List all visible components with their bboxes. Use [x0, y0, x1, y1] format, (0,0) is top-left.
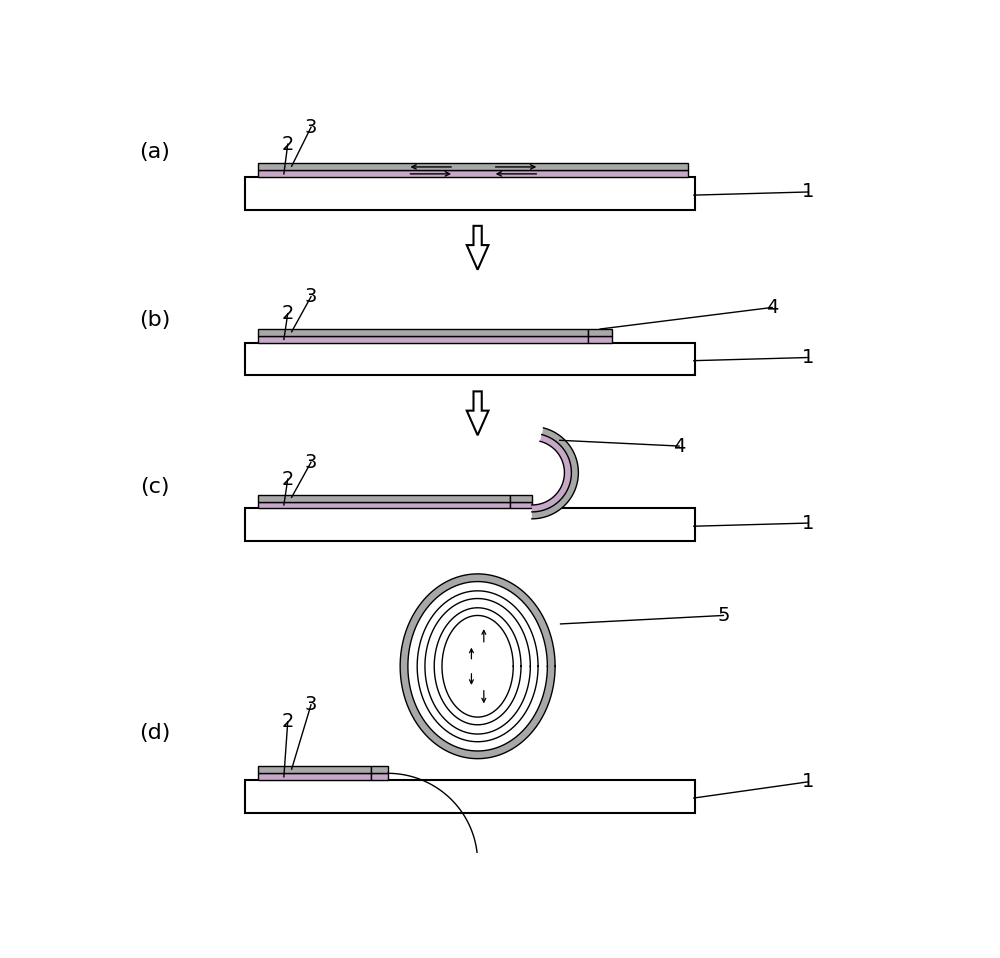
Polygon shape [408, 582, 547, 751]
Polygon shape [417, 591, 538, 741]
Text: 3: 3 [305, 453, 317, 471]
Bar [510, 494, 532, 501]
Bar [245, 177, 695, 210]
Polygon shape [425, 599, 530, 734]
Bar [371, 773, 388, 780]
Text: 5: 5 [717, 606, 730, 625]
Text: 1: 1 [802, 182, 815, 201]
Text: 4: 4 [673, 437, 685, 456]
Bar [258, 773, 371, 780]
Text: 4: 4 [766, 298, 778, 317]
Text: (c): (c) [140, 477, 169, 497]
Text: (a): (a) [139, 142, 170, 162]
Text: 3: 3 [305, 287, 317, 307]
Bar [258, 766, 371, 773]
Bar [258, 494, 510, 501]
Text: 3: 3 [305, 118, 317, 137]
Text: 2: 2 [282, 712, 294, 731]
Text: 2: 2 [282, 135, 294, 153]
Polygon shape [532, 428, 578, 519]
Text: 1: 1 [802, 513, 815, 533]
Bar [588, 336, 612, 343]
Bar [510, 501, 532, 509]
Bar [245, 780, 695, 812]
Bar [371, 766, 388, 773]
Polygon shape [434, 607, 521, 725]
Text: 2: 2 [282, 304, 294, 323]
Bar [588, 329, 612, 336]
Bar [245, 509, 695, 540]
Text: (d): (d) [139, 723, 170, 743]
Text: 1: 1 [802, 348, 815, 367]
Bar [258, 501, 510, 509]
Polygon shape [532, 435, 571, 512]
Text: 2: 2 [282, 469, 294, 489]
Bar [245, 343, 695, 376]
Bar [258, 329, 588, 336]
Bar [258, 171, 688, 177]
Bar [258, 164, 688, 171]
Polygon shape [400, 574, 555, 759]
Text: (b): (b) [139, 309, 170, 330]
Text: 1: 1 [802, 772, 815, 791]
Bar [258, 336, 588, 343]
Polygon shape [467, 392, 488, 435]
Polygon shape [442, 615, 513, 718]
Text: 3: 3 [305, 696, 317, 715]
Polygon shape [467, 226, 488, 270]
